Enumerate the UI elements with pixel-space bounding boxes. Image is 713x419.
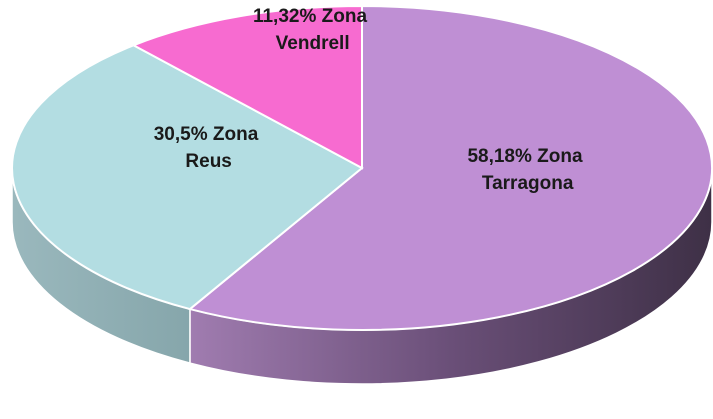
- data-label: 58,18% Zona Tarragona: [467, 146, 583, 194]
- pie-slice: [187, 4, 713, 331]
- pie-slice: [11, 44, 364, 311]
- data-label: 30,5% Zona Reus: [154, 124, 259, 172]
- pie-slice: [131, 4, 363, 170]
- pie-labels: 58,18% Zona Tarragona 30,5% Zona Reus 11,3…: [154, 6, 583, 194]
- data-label: 11,32% Zona Vendrell: [253, 6, 367, 54]
- pie-tops: [11, 4, 713, 331]
